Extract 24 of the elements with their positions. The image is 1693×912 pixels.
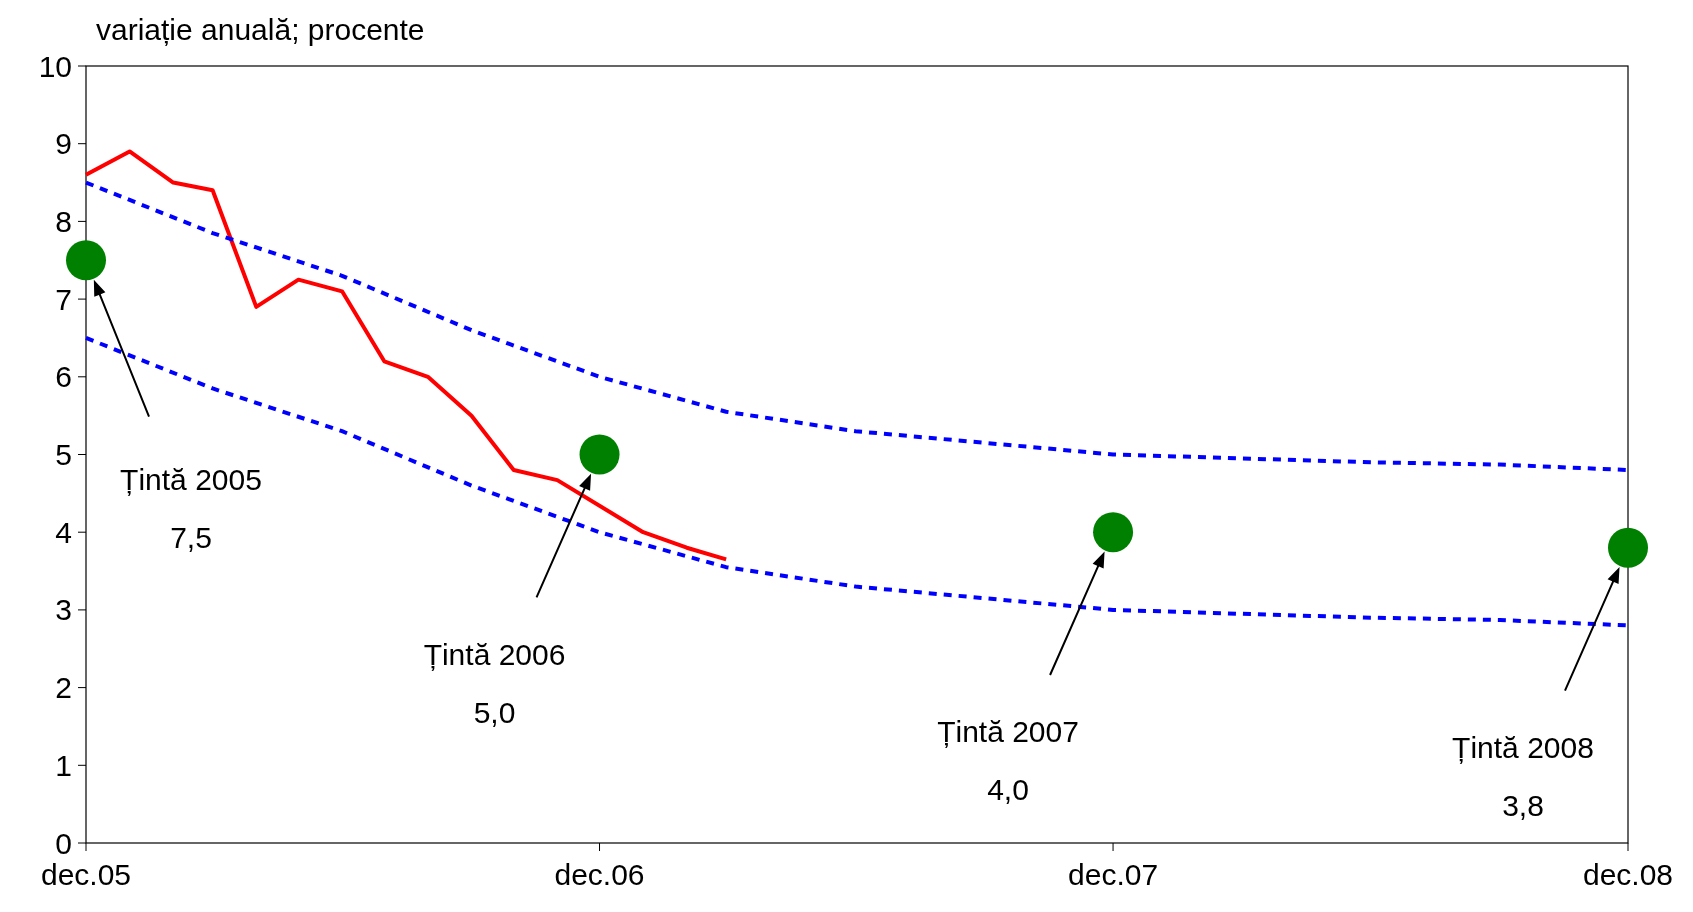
y-tick-label: 4 [55, 515, 72, 549]
annotation: Țintă 2005 7,5 [120, 463, 262, 555]
y-tick-label: 9 [55, 127, 72, 161]
y-tick-label: 7 [55, 282, 72, 316]
y-tick-label: 0 [55, 826, 72, 860]
y-tick-label: 6 [55, 360, 72, 394]
y-axis-title: variație anuală; procente [96, 13, 425, 46]
annotation: Țintă 2006 5,0 [423, 637, 566, 729]
y-tick-label: 3 [55, 593, 72, 627]
line-series [84, 149, 729, 562]
point [579, 434, 620, 475]
y-tick-label: 1 [55, 748, 72, 782]
x-tick-label: dec.07 [1068, 858, 1159, 891]
y-tick-label: 2 [55, 671, 72, 705]
y-tick-label: 10 [38, 49, 72, 83]
x-tick-label: dec.06 [554, 858, 645, 891]
y-tick-label: 5 [55, 438, 72, 471]
point [1093, 512, 1134, 553]
x-tick-label: dec.08 [1582, 858, 1674, 891]
point [66, 240, 106, 281]
annotation: Țintă 2007 4,0 [937, 715, 1079, 807]
x-tick-label: dec.05 [40, 858, 132, 891]
y-tick-label: 8 [55, 204, 72, 238]
point [1608, 527, 1648, 568]
